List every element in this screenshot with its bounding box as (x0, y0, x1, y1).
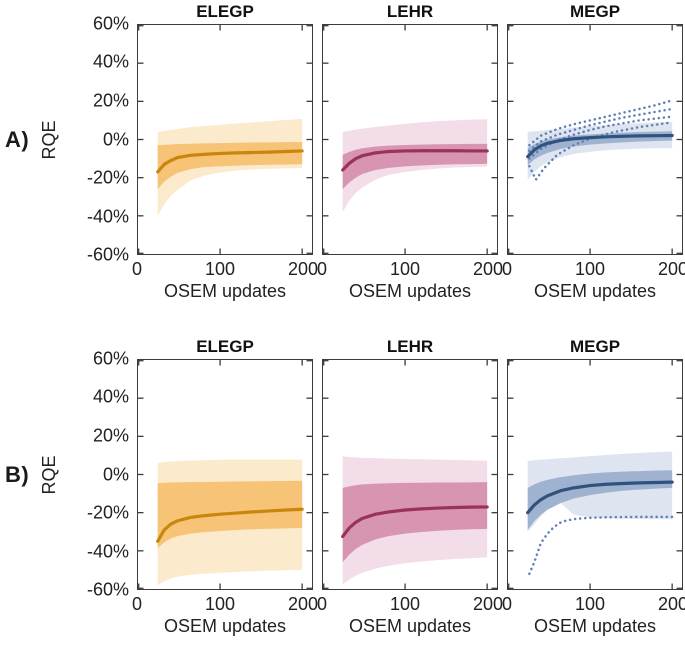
row-b-axis-gutter: B) RQE 60% 40% 20% 0% -20% -40% -60% (0, 337, 137, 640)
panel-title: MEGP (569, 337, 621, 356)
x-tick-label: 0 (501, 594, 513, 614)
x-tick-labels: 0 100 200 (132, 590, 318, 616)
dotted-trace (528, 121, 674, 181)
plot-b-elegp (137, 359, 313, 590)
row-a: A) RQE 60% 40% 20% 0% -20% -40% -60% ELEGP 0 10… (0, 2, 685, 305)
y-tick-label: 40% (92, 386, 129, 407)
x-tick-label: 0 (131, 594, 143, 614)
plot-b-megp (507, 359, 683, 590)
plot-canvas (323, 25, 497, 254)
x-tick-label: 200 (473, 594, 504, 614)
y-tick-labels: 60% 40% 20% 0% -20% -40% -60% (59, 14, 129, 265)
panel-title: MEGP (569, 2, 621, 21)
median-line (156, 507, 304, 543)
y-tick-label: -20% (86, 502, 129, 523)
y-axis-label: RQE (39, 119, 60, 160)
x-tick-labels: 0 100 200 (317, 590, 503, 616)
y-tick-label: -20% (86, 167, 129, 188)
dotted-trace (528, 515, 674, 575)
median-line (526, 480, 674, 515)
panel-a-lehr: LEHR 0 100 200 OSEM updates (317, 2, 503, 305)
x-axis-label: OSEM updates (348, 281, 472, 301)
panel-title: LEHR (386, 337, 434, 356)
plot-canvas (508, 25, 682, 254)
panel-b-megp: MEGP 0 100 200 OSEM updates (502, 337, 685, 640)
inner-band (342, 143, 488, 190)
plot-canvas (323, 360, 497, 589)
y-tick-label: -40% (86, 541, 129, 561)
panel-b-lehr: LEHR 0 100 200 OSEM updates (317, 337, 503, 640)
median-line (526, 133, 674, 159)
y-tick-label: 0% (102, 464, 129, 484)
x-tick-label: 100 (574, 594, 606, 614)
row-a-axis-gutter: A) RQE 60% 40% 20% 0% -20% -40% -60% (0, 2, 137, 305)
x-tick-label: 200 (473, 259, 504, 279)
plot-canvas (138, 25, 312, 254)
panel-title: ELEGP (196, 2, 254, 21)
dotted-trace (528, 115, 674, 160)
y-tick-label: -40% (86, 206, 129, 226)
dotted-trace (528, 107, 674, 153)
median-line (341, 149, 489, 172)
x-tick-label: 100 (389, 259, 421, 279)
x-tick-label: 200 (658, 259, 685, 279)
plot-canvas (508, 360, 682, 589)
row-a-axis-area: A) RQE 60% 40% 20% 0% -20% -40% -60% (0, 14, 137, 265)
x-tick-label: 100 (204, 594, 236, 614)
y-tick-label: 20% (92, 90, 129, 111)
plot-a-megp (507, 24, 683, 255)
y-axis-label: RQE (39, 454, 60, 495)
row-a-panels: ELEGP 0 100 200 OSEM updates LEHR 0 100 200 … (132, 2, 685, 305)
x-axis-label: OSEM updates (533, 616, 657, 636)
y-tick-label: 40% (92, 51, 129, 72)
x-tick-label: 100 (574, 259, 606, 279)
row-b-panels: ELEGP 0 100 200 OSEM updates LEHR 0 100 200 … (132, 337, 685, 640)
row-label-b: B) (5, 461, 30, 487)
x-tick-labels: 0 100 200 (502, 590, 685, 616)
y-tick-label: 60% (92, 13, 129, 34)
x-axis-label: OSEM updates (533, 281, 657, 301)
median-line (341, 505, 489, 539)
y-tick-label: 60% (92, 348, 129, 369)
x-axis-label: OSEM updates (163, 281, 287, 301)
y-tick-labels: 60% 40% 20% 0% -20% -40% -60% (59, 349, 129, 600)
y-tick-label: -60% (86, 244, 129, 265)
panel-title: ELEGP (196, 337, 254, 356)
panel-a-elegp: ELEGP 0 100 200 OSEM updates (132, 2, 318, 305)
inner-band (527, 470, 673, 530)
plot-b-lehr (322, 359, 498, 590)
median-line (156, 149, 304, 174)
y-tick-label: 20% (92, 425, 129, 446)
x-tick-label: 0 (501, 259, 513, 279)
x-tick-label: 200 (658, 594, 685, 614)
inner-band (342, 482, 488, 563)
x-tick-label: 0 (316, 259, 328, 279)
panel-title: LEHR (386, 2, 434, 21)
x-tick-labels: 0 100 200 (132, 255, 318, 281)
x-tick-label: 100 (204, 259, 236, 279)
x-tick-labels: 0 100 200 (502, 255, 685, 281)
x-tick-label: 200 (288, 594, 319, 614)
row-b-axis-area: B) RQE 60% 40% 20% 0% -20% -40% -60% (0, 349, 137, 600)
y-tick-label: 0% (102, 129, 129, 149)
x-tick-label: 100 (389, 594, 421, 614)
x-tick-label: 0 (131, 259, 143, 279)
x-tick-label: 200 (288, 259, 319, 279)
x-tick-labels: 0 100 200 (317, 255, 503, 281)
plot-a-lehr (322, 24, 498, 255)
panel-a-megp: MEGP 0 100 200 OSEM updates (502, 2, 685, 305)
plot-a-elegp (137, 24, 313, 255)
row-label-a: A) (5, 126, 30, 152)
x-axis-label: OSEM updates (163, 616, 287, 636)
plot-canvas (138, 360, 312, 589)
panel-b-elegp: ELEGP 0 100 200 OSEM updates (132, 337, 318, 640)
x-axis-label: OSEM updates (348, 616, 472, 636)
y-tick-label: -60% (86, 579, 129, 600)
row-b: B) RQE 60% 40% 20% 0% -20% -40% -60% ELEGP 0 10… (0, 337, 685, 640)
x-tick-label: 0 (316, 594, 328, 614)
